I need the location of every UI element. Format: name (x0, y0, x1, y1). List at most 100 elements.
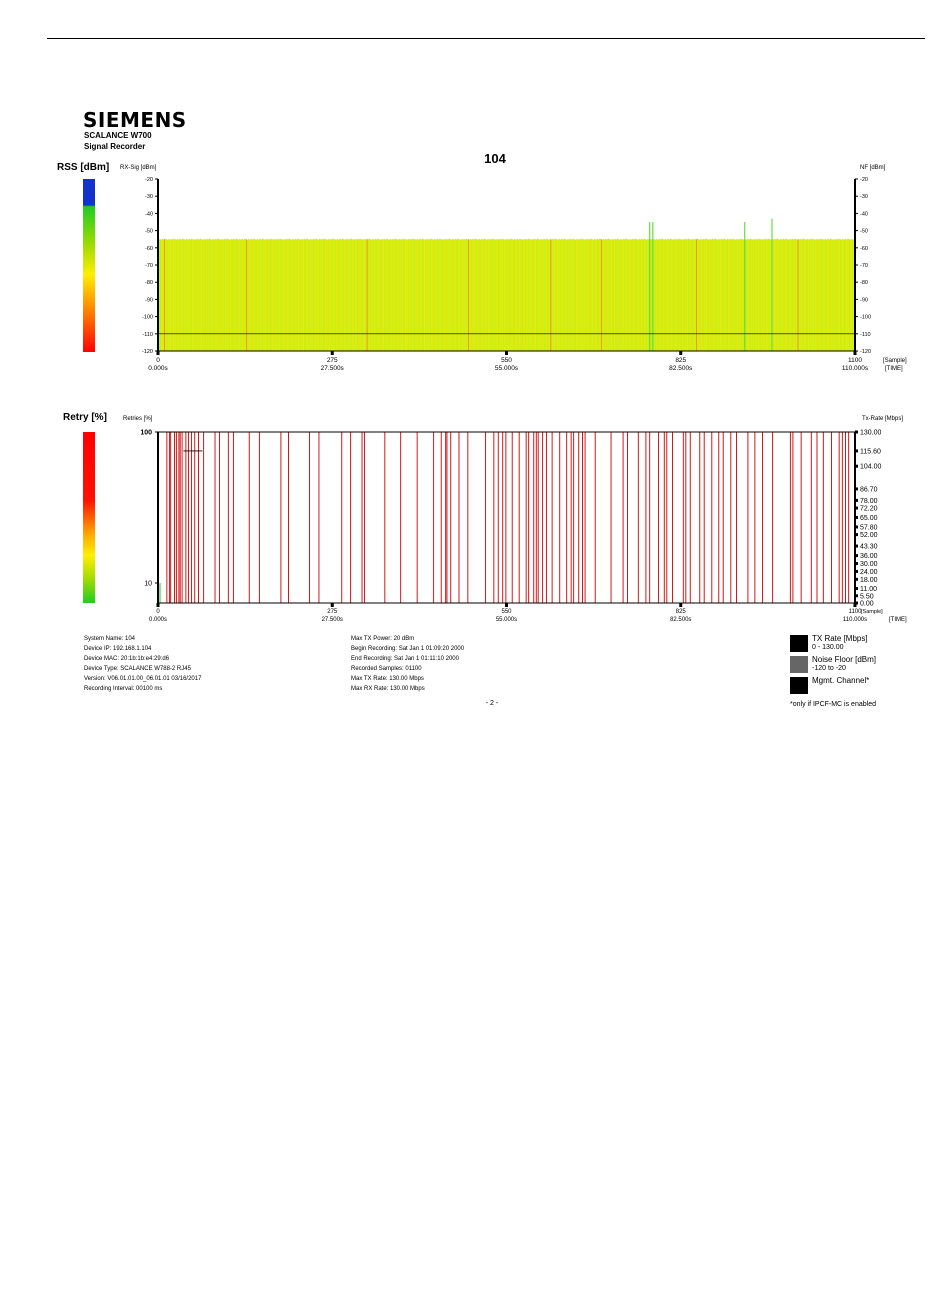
rx-signal-bar (533, 239, 535, 351)
rx-signal-bar (708, 239, 710, 351)
rx-signal-bar (528, 238, 530, 351)
rx-signal-bar (454, 238, 456, 351)
rx-signal-bar (452, 239, 454, 351)
rx-signal-bar (254, 239, 256, 351)
rss-y2-tick-label: -70 (860, 263, 868, 269)
rx-signal-bar (720, 238, 723, 351)
rx-signal-bar (479, 239, 482, 351)
legend-swatch (790, 635, 808, 652)
rx-signal-bar (576, 239, 578, 351)
rx-signal-bar (364, 239, 366, 351)
rx-signal-bar (184, 239, 187, 351)
rx-signal-bar (667, 238, 669, 351)
rx-signal-bar (730, 239, 733, 351)
txrate-tick (855, 569, 858, 573)
rx-signal-bar (460, 239, 463, 351)
rx-signal-bar (234, 239, 236, 351)
rx-signal-bar (715, 239, 717, 351)
rx-signal-bar (748, 239, 750, 351)
rx-signal-bar (577, 239, 579, 351)
rx-signal-bar (268, 238, 270, 351)
rx-signal-peak (649, 222, 651, 351)
rx-signal-bar (410, 238, 412, 351)
rx-signal-bar (852, 239, 854, 351)
rx-signal-bar (168, 239, 170, 351)
rx-signal-bar (406, 239, 408, 351)
rx-signal-bar (500, 239, 502, 351)
rx-signal-bar (643, 238, 645, 351)
rx-signal-bar (277, 238, 279, 351)
rx-signal-bar (166, 239, 169, 351)
rx-signal-bar (391, 239, 393, 351)
txrate-tick-label: 11.00 (860, 586, 877, 593)
info-line: Recording Interval: 00100 ms (84, 686, 163, 692)
rx-signal-bar (656, 239, 658, 351)
rx-signal-bar (683, 239, 686, 351)
legend-sub: -120 to -20 (812, 665, 846, 672)
rx-signal-bar (749, 238, 752, 351)
rx-signal-bar (595, 239, 597, 351)
rx-signal-bar (369, 239, 372, 351)
rx-signal-bar (421, 238, 423, 351)
rx-signal-bar (554, 238, 557, 351)
rx-signal-bar (315, 238, 317, 351)
rss-y-tick-label: -70 (145, 263, 153, 269)
rx-signal-bar (659, 239, 662, 351)
rx-signal-bar (535, 239, 538, 351)
rx-signal-bar (838, 238, 840, 351)
rx-signal-bar (515, 239, 517, 351)
rx-signal-bar (767, 238, 769, 351)
rx-signal-bar (472, 238, 474, 351)
rx-signal-bar (330, 238, 332, 351)
rx-signal-bar (203, 239, 206, 351)
rx-signal-bar (716, 239, 719, 351)
rx-signal-bar (563, 238, 565, 351)
rx-signal-bar (310, 239, 312, 351)
rx-signal-bar (711, 238, 714, 351)
rx-signal-bar (574, 239, 577, 351)
rx-signal-bar (283, 239, 285, 351)
rx-signal-bar (272, 239, 274, 351)
txrate-tick (855, 525, 858, 529)
rx-signal-bar (345, 239, 347, 351)
rx-signal-bar (392, 238, 394, 351)
rx-signal-bar (450, 239, 453, 351)
rx-signal-bar (792, 239, 795, 351)
rx-signal-bar (285, 238, 288, 351)
rx-signal-bar (445, 238, 448, 351)
rx-signal-bar (408, 239, 411, 351)
rx-signal-bar (218, 239, 221, 351)
rx-signal-bar (631, 238, 634, 351)
rss-right-axis-label: NF [dBm] (860, 165, 886, 171)
rx-signal-bar (847, 238, 849, 351)
rx-signal-bar (279, 238, 282, 351)
rx-signal-bar (704, 239, 706, 351)
rx-signal-bar (521, 239, 524, 351)
rx-signal-bar (379, 239, 382, 351)
rx-signal-bar (639, 239, 641, 351)
txrate-tick-label: 130.00 (860, 430, 882, 437)
rx-signal-bar (782, 238, 785, 351)
rss-y2-tick-label: -110 (860, 332, 871, 338)
rx-signal-bar (654, 239, 657, 351)
rx-signal-bar (573, 239, 576, 351)
rx-signal-bar (474, 238, 477, 351)
rx-signal-bar (237, 239, 240, 351)
rx-signal-bar (177, 239, 179, 351)
rx-signal-bar (797, 239, 800, 351)
rss-chart: -20 -20 -30 -30 -40 -40 -50 -50 -60 -60 -70 -70 -80 -… (142, 177, 907, 372)
rx-signal-bar (438, 239, 440, 351)
rx-signal-bar (818, 238, 820, 351)
rx-signal-bar (827, 238, 829, 351)
retry-time-tick-label: 55.000s (496, 617, 517, 623)
rx-signal-bar (291, 239, 293, 351)
rx-signal-bar (823, 239, 825, 351)
legend-title: TX Rate [Mbps] (812, 634, 868, 643)
rx-signal-bar (644, 239, 647, 351)
rx-signal-bar (360, 239, 363, 351)
rx-signal-bar (806, 239, 809, 351)
txrate-tick (855, 449, 858, 453)
rx-signal-bar (511, 239, 513, 351)
rx-signal-bar (724, 239, 726, 351)
rx-signal-peak (652, 222, 654, 351)
